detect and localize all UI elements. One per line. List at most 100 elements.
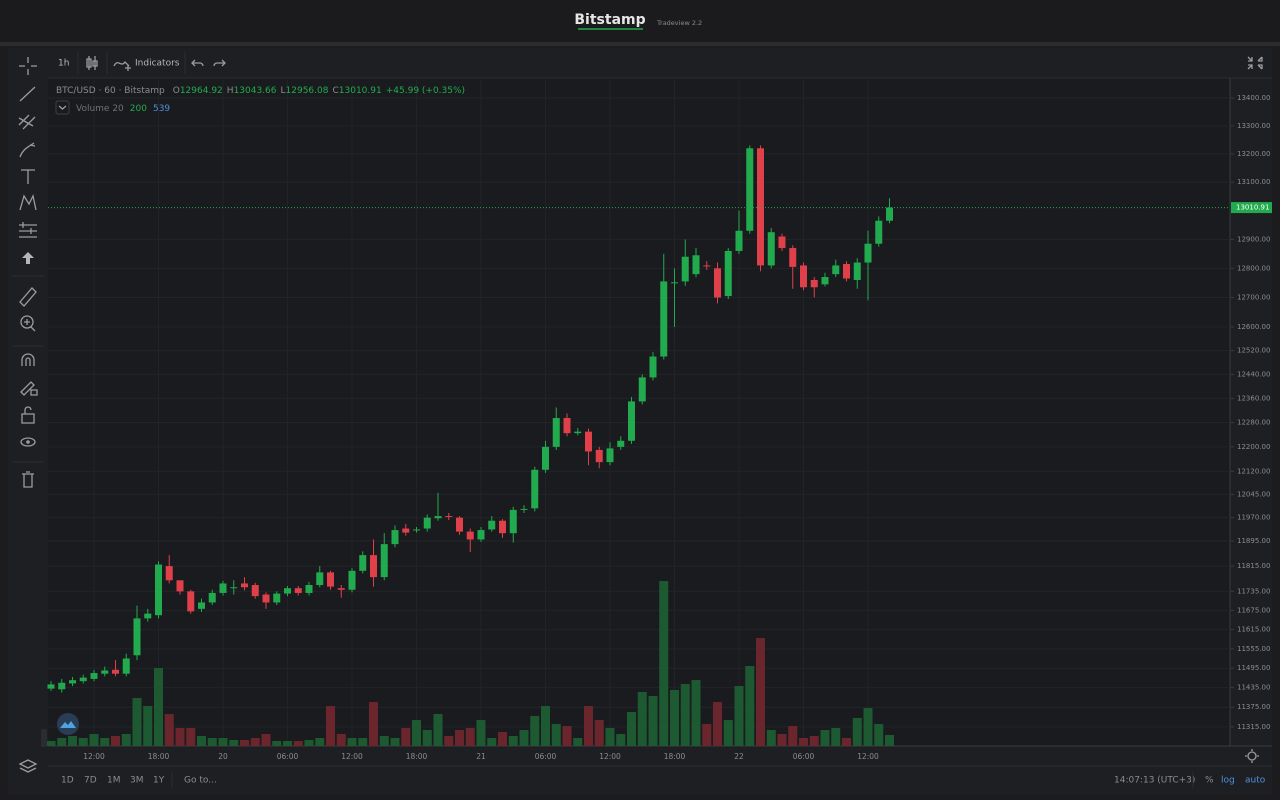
percent-toggle[interactable]: % <box>1205 776 1214 786</box>
volume-bar <box>842 738 851 746</box>
layers-icon[interactable] <box>18 759 38 773</box>
volume-bar <box>648 696 658 746</box>
candle-body <box>133 618 141 656</box>
prediction-icon[interactable] <box>19 222 37 238</box>
candle-body <box>230 587 238 589</box>
volume-bar <box>164 714 174 746</box>
trash-icon[interactable] <box>22 471 34 488</box>
candle-body <box>886 207 893 221</box>
candle-body <box>746 148 754 231</box>
candle-body <box>832 265 840 275</box>
volume-bar <box>261 734 271 746</box>
settings-icon[interactable] <box>1247 751 1257 761</box>
volume-bar <box>680 684 690 746</box>
divider <box>0 42 1280 46</box>
volume-bar <box>46 741 56 746</box>
y-tick-label: 11555.00 <box>1237 645 1270 653</box>
bottom-toolbar <box>48 766 1272 794</box>
volume-bar <box>551 724 561 746</box>
range-button[interactable]: 1Y <box>153 776 165 786</box>
magnet-icon[interactable] <box>21 353 35 366</box>
volume-bar <box>121 734 131 746</box>
volume-bar <box>250 738 260 746</box>
candle-body <box>574 431 582 434</box>
chart: 13400.00 13300.00 13200.00 13100.00 12900.00… <box>46 80 1272 761</box>
y-tick-label: 11895.00 <box>1237 537 1270 545</box>
indicators-icon[interactable] <box>113 60 131 71</box>
logo <box>57 713 79 735</box>
volume-legend: Volume 20 200 539 <box>76 104 170 114</box>
x-tick-label: 12:00 <box>857 752 879 761</box>
x-tick-label: 12:00 <box>599 752 621 761</box>
eye-icon[interactable] <box>20 437 36 447</box>
range-button[interactable]: 1D <box>61 776 74 786</box>
candle-body <box>542 446 549 470</box>
volume-bar <box>197 736 206 746</box>
volume-bar <box>218 738 228 746</box>
volume-bar <box>605 728 615 746</box>
x-tick-label: 06:00 <box>535 752 557 761</box>
candle-body <box>359 555 367 571</box>
zoom-icon[interactable] <box>20 315 34 329</box>
log-toggle[interactable]: log <box>1221 776 1235 786</box>
indicators-button[interactable]: Indicators <box>135 59 180 69</box>
time-axis <box>48 746 1272 766</box>
volume-bar <box>809 736 819 746</box>
ruler-icon[interactable] <box>19 287 37 307</box>
text-icon[interactable] <box>21 169 35 184</box>
candle-body <box>251 585 259 597</box>
candle-body <box>413 529 420 531</box>
candle-body <box>294 588 302 593</box>
volume-bar <box>401 728 411 746</box>
lock-draw-icon[interactable] <box>20 381 38 396</box>
candle-body <box>617 440 625 447</box>
settings-icon-rays <box>1245 749 1259 763</box>
candle-body <box>47 684 55 689</box>
collapse-box[interactable] <box>55 100 70 115</box>
redo-icon[interactable] <box>213 59 226 67</box>
tool-icons[interactable] <box>12 57 44 773</box>
volume-bar <box>89 734 99 746</box>
candle-body <box>90 673 98 679</box>
ohlc-prefix: C <box>332 86 338 96</box>
x-tick-label: 18:00 <box>664 752 686 761</box>
interval-button[interactable]: 1h <box>58 59 69 69</box>
fullscreen-icon[interactable] <box>1247 56 1263 70</box>
x-tick-label: 06:00 <box>277 752 299 761</box>
collapse-chevron <box>58 105 67 110</box>
volume-bar <box>78 738 88 746</box>
volume-bar <box>272 741 282 746</box>
range-button[interactable]: 1M <box>107 776 121 786</box>
candle-body <box>434 516 442 519</box>
zoom-icon-plus[interactable] <box>24 319 36 332</box>
scroll-handle[interactable] <box>41 729 47 747</box>
volume-bar <box>369 702 378 746</box>
volume-bar <box>874 724 884 746</box>
range-button[interactable]: 7D <box>84 776 97 786</box>
volume-bar <box>433 714 443 746</box>
range-button[interactable]: 3M <box>130 776 144 786</box>
x-tick-label: 22 <box>734 752 744 761</box>
auto-toggle[interactable]: auto <box>1245 776 1266 786</box>
undo-icon[interactable] <box>191 59 204 67</box>
candle-body <box>477 530 485 540</box>
goto-button[interactable]: Go to... <box>184 776 217 786</box>
candle-body <box>810 279 818 288</box>
crosshair-icon[interactable] <box>19 57 37 75</box>
y-tick-label: 11495.00 <box>1237 664 1270 672</box>
unlock-icon[interactable] <box>21 406 35 424</box>
volume-bar <box>186 728 196 746</box>
fib-icon[interactable] <box>18 114 36 130</box>
brush-icon[interactable] <box>19 142 36 158</box>
arrow-icon[interactable] <box>22 252 34 264</box>
candle-body <box>466 531 474 540</box>
trendline-icon[interactable] <box>19 86 36 102</box>
volume-bar <box>734 686 744 746</box>
candle-type-icon[interactable] <box>86 56 98 70</box>
pattern-icon[interactable] <box>19 194 37 211</box>
volume-bar <box>820 730 830 746</box>
candle-body <box>843 263 850 279</box>
candle-body <box>122 658 130 674</box>
change: +45.99 (+0.35%) <box>386 86 465 96</box>
candle-body <box>778 236 786 249</box>
